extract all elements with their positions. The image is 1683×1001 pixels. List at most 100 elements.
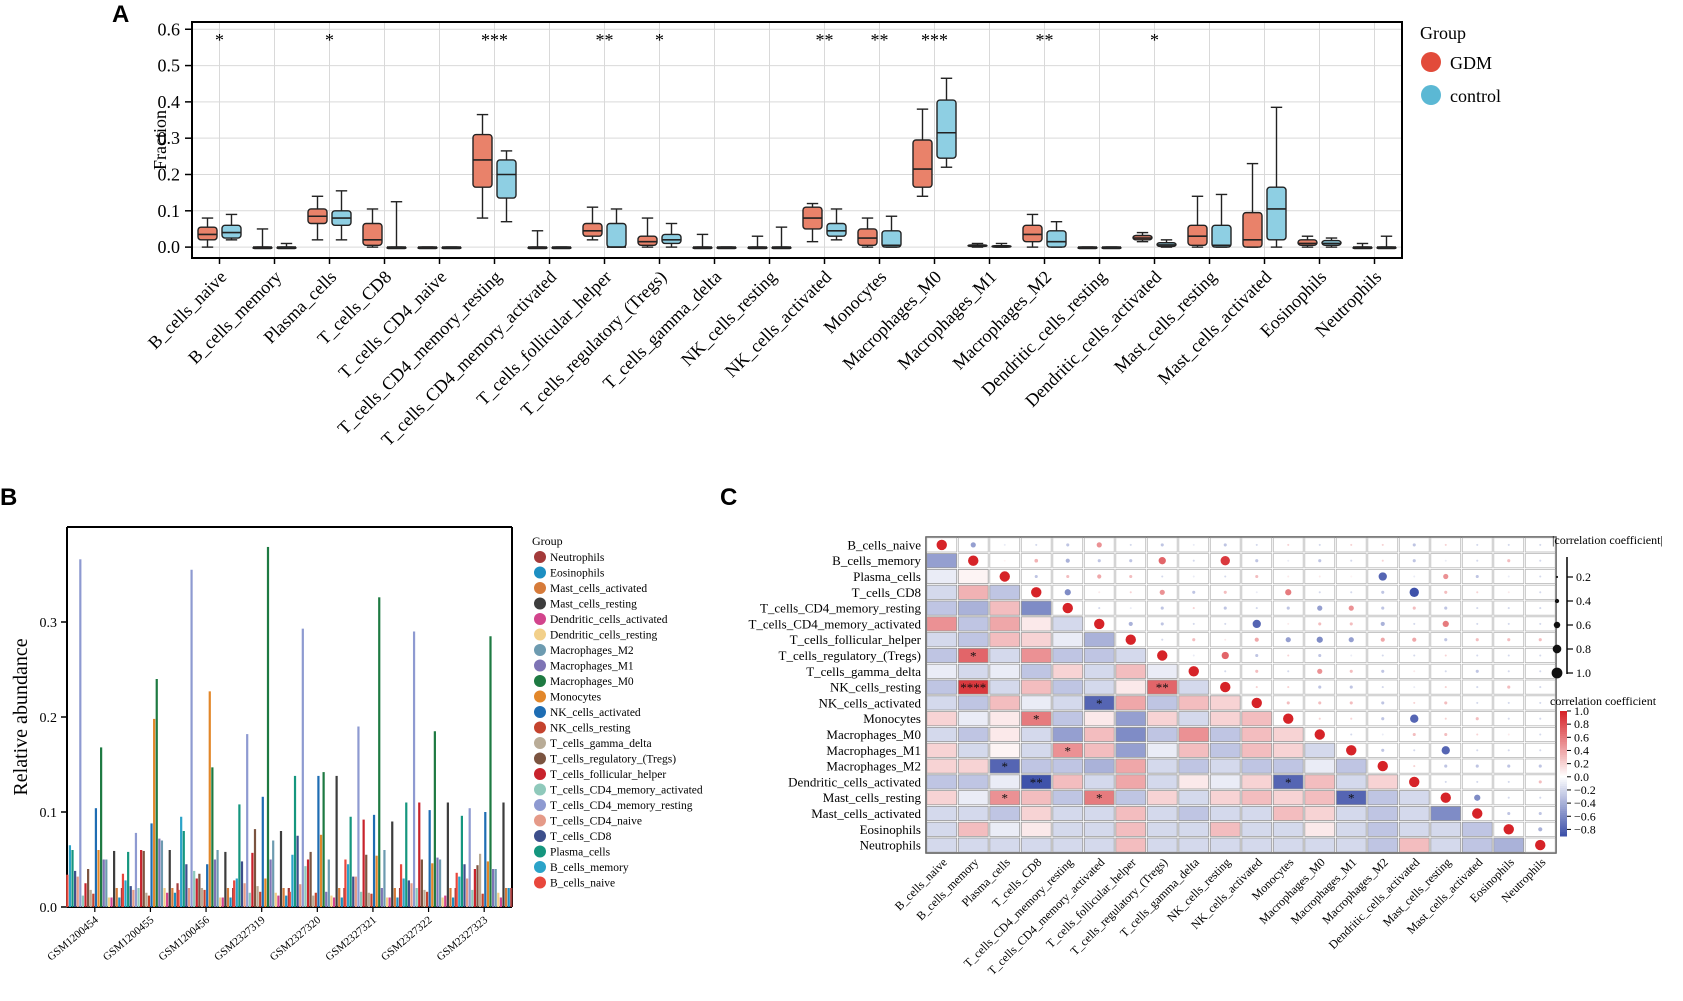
bar bbox=[211, 767, 214, 907]
bar bbox=[444, 895, 447, 907]
x-tick-label: Mast_cells_resting bbox=[1110, 267, 1220, 377]
correlation-dot bbox=[1318, 701, 1322, 705]
bar bbox=[446, 802, 449, 907]
heatmap-cell bbox=[1020, 774, 1052, 790]
correlation-dot bbox=[1507, 749, 1510, 752]
correlation-dot bbox=[1287, 559, 1290, 562]
bar bbox=[105, 859, 108, 907]
heatmap-cell bbox=[957, 616, 989, 632]
heatmap-cell bbox=[1020, 679, 1052, 695]
correlation-dot bbox=[1285, 637, 1291, 643]
bar bbox=[251, 852, 254, 907]
row-label: Dendritic_cells_activated bbox=[788, 774, 921, 789]
color-legend-label: 1.0 bbox=[1574, 704, 1589, 718]
heatmap-cell bbox=[1241, 742, 1273, 758]
heatmap-cell bbox=[989, 790, 1021, 806]
correlation-dot bbox=[1287, 670, 1290, 673]
correlation-dot bbox=[1507, 670, 1510, 673]
bar bbox=[180, 816, 183, 907]
bar bbox=[372, 814, 376, 907]
bar bbox=[185, 864, 188, 907]
heatmap-cell bbox=[989, 821, 1021, 837]
correlation-dot bbox=[1413, 575, 1416, 578]
box-iqr bbox=[606, 222, 627, 248]
legend-label: T_cells_gamma_delta bbox=[550, 738, 652, 750]
heatmap-cell bbox=[1115, 742, 1147, 758]
box-control bbox=[386, 201, 407, 250]
x-tick-label: GSM1200456 bbox=[157, 914, 213, 964]
heatmap-cell bbox=[1083, 774, 1115, 790]
correlation-dot bbox=[1409, 776, 1420, 788]
correlation-dot bbox=[1129, 607, 1132, 610]
correlation-dot bbox=[1538, 780, 1542, 784]
box-control bbox=[826, 208, 847, 241]
heatmap-cell bbox=[989, 742, 1021, 758]
bar bbox=[317, 775, 320, 907]
heatmap-cell bbox=[1304, 742, 1336, 758]
bar bbox=[359, 891, 363, 907]
box-gdm bbox=[857, 217, 878, 248]
correlation-dot bbox=[1350, 559, 1353, 562]
x-tick-label: NK_cells_activated bbox=[721, 267, 836, 382]
bar bbox=[410, 883, 413, 907]
heatmap-cell bbox=[1020, 742, 1052, 758]
color-legend-segment bbox=[1560, 750, 1567, 754]
heatmap-cell bbox=[1115, 648, 1147, 664]
bar bbox=[200, 888, 204, 907]
color-legend-segment bbox=[1560, 746, 1567, 749]
significance-label: *** bbox=[921, 30, 948, 50]
correlation-dot bbox=[1476, 622, 1479, 625]
bar bbox=[344, 859, 347, 907]
correlation-dot bbox=[1350, 543, 1353, 546]
legend-title: Group bbox=[532, 534, 563, 548]
box-iqr bbox=[826, 222, 847, 237]
heatmap-cell bbox=[1146, 711, 1178, 727]
legend-marker bbox=[534, 628, 546, 641]
box-control bbox=[1156, 239, 1177, 248]
box-gdm bbox=[307, 195, 328, 241]
x-tick-label: Macrophages_M1 bbox=[894, 267, 1001, 374]
row-label: Plasma_cells bbox=[853, 569, 921, 584]
correlation-dot bbox=[1381, 590, 1385, 594]
box-iqr bbox=[1211, 224, 1232, 248]
significance-label: * bbox=[325, 30, 334, 50]
bar bbox=[145, 892, 148, 907]
bar bbox=[288, 891, 291, 907]
box-gdm bbox=[472, 113, 493, 219]
correlation-dot bbox=[1539, 701, 1542, 704]
box-gdm bbox=[1187, 195, 1208, 248]
bar bbox=[458, 876, 461, 907]
bar bbox=[423, 889, 426, 907]
significance-label: * bbox=[215, 30, 224, 50]
bar bbox=[314, 892, 317, 907]
correlation-dot bbox=[1349, 685, 1353, 689]
row-label: Macrophages_M0 bbox=[826, 727, 921, 742]
heatmap-cell bbox=[989, 711, 1021, 727]
correlation-dot bbox=[970, 542, 976, 548]
heatmap-cell bbox=[1115, 821, 1147, 837]
y-tick-label: 0.3 bbox=[158, 128, 181, 148]
size-legend-label: 1.0 bbox=[1576, 666, 1591, 680]
correlation-dot bbox=[936, 539, 947, 551]
legend-marker bbox=[534, 799, 546, 811]
heatmap-cell bbox=[1020, 711, 1052, 727]
color-legend-segment bbox=[1560, 783, 1567, 787]
heatmap-cell bbox=[1052, 711, 1084, 727]
correlation-dot bbox=[1097, 574, 1102, 579]
correlation-dot bbox=[1159, 589, 1165, 595]
heatmap-cell bbox=[1272, 742, 1304, 758]
color-legend-segment bbox=[1560, 794, 1567, 797]
heatmap-cell bbox=[1209, 806, 1241, 822]
bar bbox=[79, 559, 82, 907]
panel-label-b: B bbox=[0, 484, 17, 511]
significance-label: ** bbox=[1036, 30, 1054, 50]
box-gdm bbox=[912, 108, 933, 197]
bar bbox=[478, 853, 482, 907]
color-legend-segment bbox=[1560, 752, 1567, 756]
correlation-dot bbox=[999, 571, 1010, 582]
correlation-dot bbox=[1475, 764, 1479, 768]
heatmap-cell bbox=[1178, 711, 1210, 727]
heatmap-cell bbox=[1083, 648, 1115, 664]
bar bbox=[388, 897, 391, 907]
correlation-dot bbox=[1066, 543, 1070, 547]
